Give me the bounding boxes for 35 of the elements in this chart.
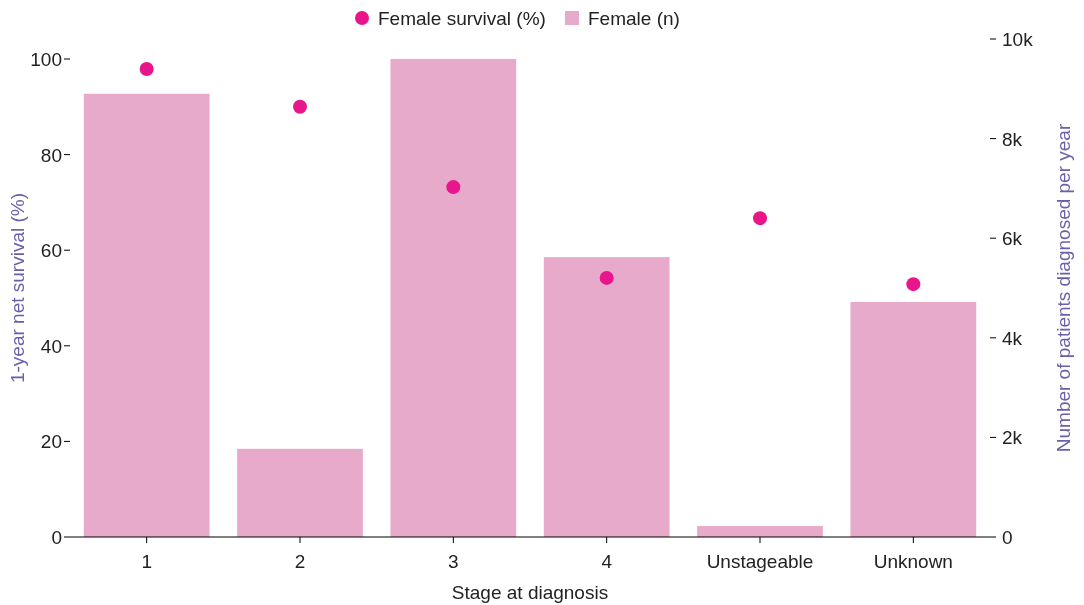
y2-tick-label: 10k xyxy=(1002,29,1034,50)
point xyxy=(446,180,461,195)
bar xyxy=(543,257,670,537)
bar xyxy=(390,58,517,537)
y2-tick-label: 6k xyxy=(1002,228,1023,250)
x-tick-label: Unstageable xyxy=(706,551,814,572)
point xyxy=(293,99,307,114)
y-tick-label: 40 xyxy=(40,335,62,357)
point xyxy=(599,270,614,285)
y-tick-label: 80 xyxy=(40,144,62,166)
legend-label: Female (n) xyxy=(588,8,680,29)
point xyxy=(753,211,767,226)
y2-tick-label: 2k xyxy=(1002,427,1023,449)
x-tick-label: 1 xyxy=(141,551,152,572)
y2-tick-label: 0 xyxy=(1002,527,1013,548)
y2-axis-title: Number of patients diagnosed per year xyxy=(1053,123,1074,453)
x-tick-label: 4 xyxy=(601,551,613,572)
point xyxy=(906,277,921,292)
legend-label: Female survival (%) xyxy=(378,8,546,29)
x-tick-label: Unknown xyxy=(873,551,953,572)
x-axis-title: Stage at diagnosis xyxy=(451,582,609,603)
y2-tick-label: 4k xyxy=(1002,327,1023,349)
y-tick-label: 20 xyxy=(40,431,62,453)
bar xyxy=(83,93,210,537)
x-tick-label: 3 xyxy=(448,551,459,572)
y-tick-label: 0 xyxy=(51,527,62,548)
y-tick-label: 60 xyxy=(40,240,62,262)
x-tick-label: 2 xyxy=(294,551,306,572)
point xyxy=(139,62,154,77)
y-axis-title: 1-year net survival (%) xyxy=(7,192,28,384)
y-tick-label: 100 xyxy=(30,49,62,70)
y2-tick-label: 8k xyxy=(1002,128,1023,150)
bar xyxy=(850,301,977,537)
bar xyxy=(237,448,363,537)
bar xyxy=(697,526,823,537)
